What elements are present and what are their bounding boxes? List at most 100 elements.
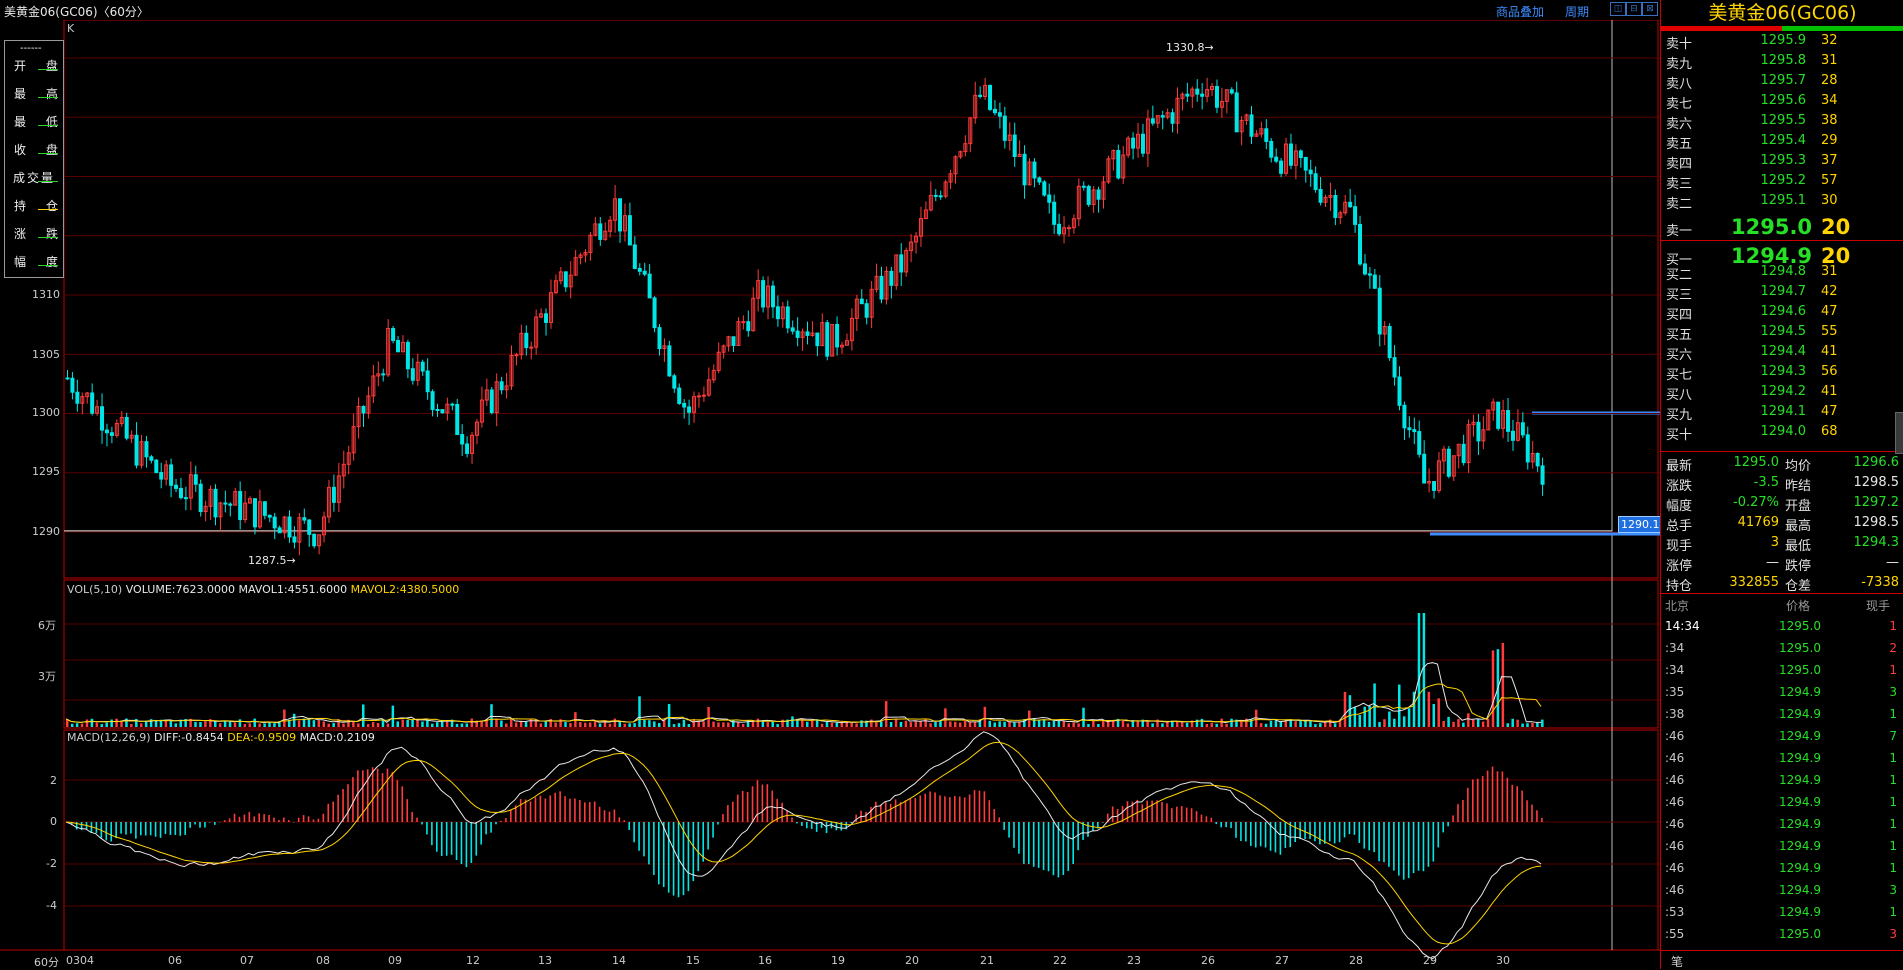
candle-body — [411, 369, 414, 381]
macd-bar — [540, 796, 542, 822]
macd-bar — [697, 822, 699, 871]
candle-body — [989, 85, 992, 109]
macd-bar — [767, 784, 769, 822]
macd-bar — [175, 822, 177, 835]
volume-bar — [757, 719, 760, 727]
candle-body — [308, 520, 311, 534]
macd-bar — [130, 822, 132, 834]
macd-bar — [875, 802, 877, 822]
x-tick-label: 0304 — [66, 954, 94, 967]
macd-bar — [1211, 818, 1213, 822]
candle-body — [253, 499, 256, 527]
volume-bar — [722, 722, 725, 727]
volume-bar — [1378, 722, 1381, 727]
close-icon[interactable]: ⊠ — [1642, 2, 1658, 16]
volume-bar — [219, 723, 222, 727]
macd-bar — [1146, 801, 1148, 822]
volume-bar — [1008, 722, 1011, 727]
volume-bar — [283, 710, 286, 727]
macd-bar — [1255, 822, 1257, 847]
volume-bar — [505, 724, 508, 727]
period-link[interactable]: 周期 — [1565, 3, 1589, 20]
volume-bar — [224, 721, 227, 727]
footer-tab[interactable]: 笔 — [1671, 953, 1683, 970]
macd-bar — [150, 822, 152, 835]
candle-body — [998, 113, 1001, 116]
volume-bar — [895, 719, 898, 727]
volume-bar — [989, 721, 992, 727]
macd-bar — [801, 822, 803, 826]
volume-bar — [717, 722, 720, 727]
candle-body — [732, 337, 735, 346]
macd-bar — [1161, 802, 1163, 822]
candle-body — [1373, 275, 1376, 288]
volume-bar — [1536, 723, 1539, 727]
candle-body — [175, 485, 178, 488]
kline-chart[interactable] — [0, 20, 1660, 969]
macd-bar — [441, 822, 443, 856]
candle-body — [1378, 288, 1381, 334]
macd-bar — [1487, 771, 1489, 822]
volume-bar — [1230, 719, 1233, 727]
volume-bar — [495, 719, 498, 727]
scrollbar-thumb[interactable] — [1895, 412, 1903, 454]
candle-body — [628, 216, 631, 245]
macd-bar — [1363, 822, 1365, 849]
macd-bar — [115, 822, 117, 838]
restore-icon[interactable]: ◫ — [1610, 2, 1626, 16]
candle-body — [466, 444, 469, 453]
macd-bar — [357, 770, 359, 822]
volume-bar — [648, 720, 651, 727]
overlay-link[interactable]: 商品叠加 — [1496, 3, 1544, 20]
candle-body — [934, 195, 937, 196]
volume-bar — [1521, 724, 1524, 727]
x-tick-label: 30 — [1496, 954, 1510, 967]
macd-bar — [683, 822, 685, 895]
low-label: 1287.5→ — [248, 554, 296, 567]
volume-bar — [1319, 723, 1322, 727]
volume-bar — [81, 724, 84, 727]
macd-bar — [451, 822, 453, 855]
candle-body — [702, 395, 705, 396]
macd-bar — [890, 804, 892, 822]
minimize-icon[interactable]: ⊟ — [1626, 2, 1642, 16]
x-tick-label: 27 — [1275, 954, 1289, 967]
kline-mark: K — [67, 22, 74, 35]
volume-bar — [944, 708, 947, 727]
macd-bar — [870, 807, 872, 822]
macd-bar — [1067, 822, 1069, 871]
macd-bar — [1038, 822, 1040, 868]
macd-bar — [702, 822, 704, 862]
macd-bar — [170, 822, 172, 835]
volume-bar — [1058, 721, 1061, 727]
volume-bar — [910, 722, 913, 727]
volume-bar — [471, 719, 474, 727]
candle-body — [697, 396, 700, 397]
candle-body — [288, 517, 291, 537]
macd-bar — [1472, 779, 1474, 822]
macd-bar — [1309, 822, 1311, 839]
